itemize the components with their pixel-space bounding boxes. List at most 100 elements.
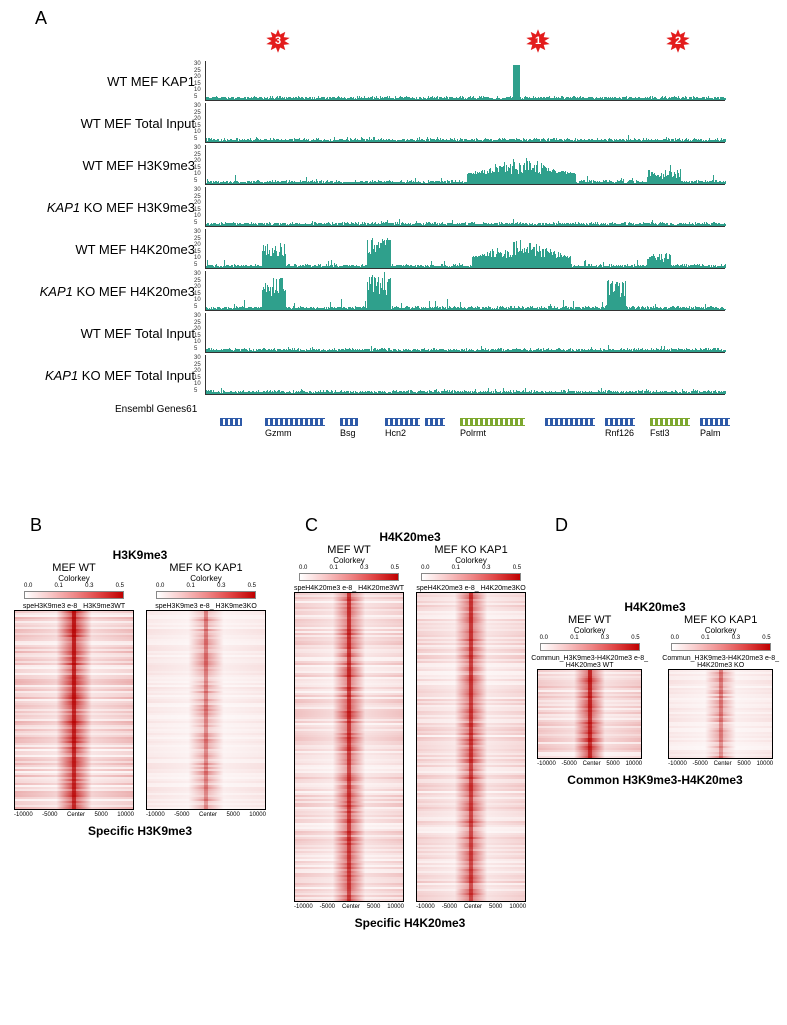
colorkey-label: Colorkey [540, 626, 640, 635]
track-plot: 30252015105 [205, 229, 725, 269]
panel-a: 312 WT MEF KAP130252015105WT MEF Total I… [30, 30, 760, 480]
heatmap [294, 592, 404, 902]
track-row: WT MEF KAP130252015105 [30, 60, 760, 102]
panel-d-label: D [555, 515, 568, 536]
gene-box [605, 418, 635, 426]
heatmap-subtitle: MEF WT [52, 562, 95, 574]
track-row: WT MEF H4K20me330252015105 [30, 228, 760, 270]
colorkey-label: Colorkey [24, 574, 124, 583]
gene-label: Fstl3 [650, 428, 670, 438]
colorkey-bar [299, 573, 399, 581]
burst-marker: 2 [665, 28, 691, 54]
panel-c: H4K20me3MEF WTColorkey0.00.10.30.5speH4K… [280, 530, 540, 930]
gene-label: Gzmm [265, 428, 292, 438]
track-label: KAP1 KO MEF H4K20me3 [30, 284, 205, 299]
colorkey-bar [24, 591, 124, 599]
burst-marker: 1 [525, 28, 551, 54]
track-label: WT MEF Total Input [30, 116, 205, 131]
heatmap-column: MEF WTColorkey0.00.10.30.5Commun_H3K9me3… [530, 614, 649, 767]
gene-box [340, 418, 358, 426]
track-plot: 30252015105 [205, 103, 725, 143]
heatmap [537, 669, 642, 759]
colorkey-bar [156, 591, 256, 599]
heatmap [146, 610, 266, 810]
gene-box [700, 418, 730, 426]
heatmap-subtitle: MEF WT [568, 614, 611, 626]
panel-b-label: B [30, 515, 42, 536]
heatmap-column: MEF KO KAP1Colorkey0.00.10.30.5speH3K9me… [146, 562, 266, 818]
track-plot: 30252015105 [205, 61, 725, 101]
gene-box [650, 418, 690, 426]
track-plot: 30252015105 [205, 187, 725, 227]
track-row: KAP1 KO MEF H3K9me330252015105 [30, 186, 760, 228]
colorkey-label: Colorkey [421, 556, 521, 565]
colorkey-label: Colorkey [156, 574, 256, 583]
heatmap-subtitle: MEF WT [327, 544, 370, 556]
track-label: WT MEF Total Input [30, 326, 205, 341]
track-row: WT MEF H3K9me330252015105 [30, 144, 760, 186]
heatmap-axis: -10000-5000Center500010000 [537, 761, 642, 767]
heatmap-file-label: Commun_H3K9me3-H4K20me3 e-8_ H4K20me3 WT [530, 655, 649, 669]
heatmap-title: H3K9me3 [0, 548, 290, 562]
heatmap-axis: -10000-5000Center500010000 [14, 812, 134, 818]
colorkey-label: Colorkey [299, 556, 399, 565]
colorkey-bar [421, 573, 521, 581]
panel-d: H4K20me3MEF WTColorkey0.00.10.30.5Commun… [530, 600, 780, 787]
colorkey-bar [671, 643, 771, 651]
track-plot: 30252015105 [205, 355, 725, 395]
gene-label: Polrmt [460, 428, 486, 438]
gene-track-title: Ensembl Genes61 [115, 404, 197, 415]
burst-marker: 3 [265, 28, 291, 54]
heatmap-column: MEF KO KAP1Colorkey0.00.10.30.5speH4K20m… [416, 544, 526, 910]
heatmap-file-label: speH3K9me3 e-8_ H3K9me3KO [155, 603, 257, 610]
panel-b: H3K9me3MEF WTColorkey0.00.10.30.5speH3K9… [0, 548, 290, 838]
track-label: WT MEF H4K20me3 [30, 242, 205, 257]
gene-box [220, 418, 242, 426]
heatmap-bottom-label: Specific H4K20me3 [280, 916, 540, 930]
heatmap-file-label: speH4K20me3 e-8_ H4K20me3WT [294, 585, 404, 592]
heatmap-axis: -10000-5000Center500010000 [294, 904, 404, 910]
heatmap [14, 610, 134, 810]
heatmap-axis: -10000-5000Center500010000 [668, 761, 773, 767]
gene-label: Palm [700, 428, 721, 438]
track-label: KAP1 KO MEF Total Input [30, 368, 205, 383]
track-label: KAP1 KO MEF H3K9me3 [30, 200, 205, 215]
gene-box [385, 418, 420, 426]
track-label: WT MEF KAP1 [30, 74, 205, 89]
colorkey-label: Colorkey [671, 626, 771, 635]
gene-track: Ensembl Genes61GzmmBsgHcn2PolrmtRnf126Fs… [215, 404, 735, 444]
track-row: KAP1 KO MEF H4K20me330252015105 [30, 270, 760, 312]
track-row: KAP1 KO MEF Total Input30252015105 [30, 354, 760, 396]
track-label: WT MEF H3K9me3 [30, 158, 205, 173]
gene-label: Bsg [340, 428, 356, 438]
gene-box [545, 418, 595, 426]
heatmap-bottom-label: Specific H3K9me3 [0, 824, 290, 838]
track-row: WT MEF Total Input30252015105 [30, 102, 760, 144]
colorkey-bar [540, 643, 640, 651]
heatmap-bottom-label: Common H3K9me3-H4K20me3 [530, 773, 780, 787]
gene-box [425, 418, 445, 426]
heatmap-file-label: Commun_H3K9me3-H4K20me3 e-8_ H4K20me3 KO [661, 655, 780, 669]
heatmap-title: H4K20me3 [280, 530, 540, 544]
heatmap-subtitle: MEF KO KAP1 [169, 562, 242, 574]
heatmap-column: MEF KO KAP1Colorkey0.00.10.30.5Commun_H3… [661, 614, 780, 767]
track-plot: 30252015105 [205, 313, 725, 353]
heatmap-axis: -10000-5000Center500010000 [416, 904, 526, 910]
panel-a-label: A [35, 8, 47, 29]
gene-label: Hcn2 [385, 428, 406, 438]
gene-box [460, 418, 525, 426]
heatmap-subtitle: MEF KO KAP1 [684, 614, 757, 626]
heatmap-title: H4K20me3 [530, 600, 780, 614]
heatmap-column: MEF WTColorkey0.00.10.30.5speH3K9me3 e-8… [14, 562, 134, 818]
heatmap [416, 592, 526, 902]
gene-label: Rnf126 [605, 428, 634, 438]
heatmap-axis: -10000-5000Center500010000 [146, 812, 266, 818]
track-plot: 30252015105 [205, 271, 725, 311]
heatmap-column: MEF WTColorkey0.00.10.30.5speH4K20me3 e-… [294, 544, 404, 910]
gene-box [265, 418, 325, 426]
track-plot: 30252015105 [205, 145, 725, 185]
heatmap-file-label: speH4K20me3 e-8_ H4K20me3KO [416, 585, 525, 592]
track-row: WT MEF Total Input30252015105 [30, 312, 760, 354]
heatmap [668, 669, 773, 759]
heatmap-subtitle: MEF KO KAP1 [434, 544, 507, 556]
